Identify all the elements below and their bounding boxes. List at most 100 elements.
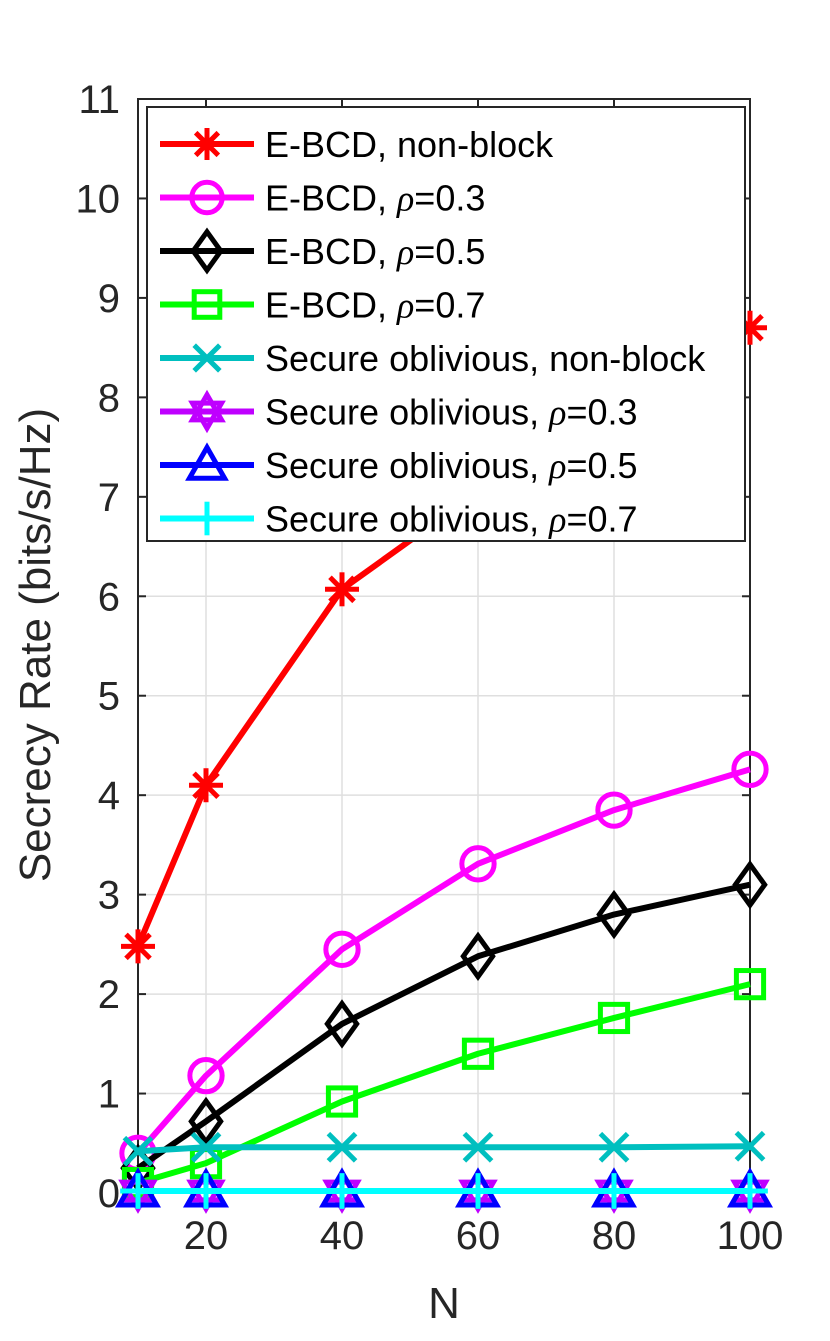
marker-plus — [190, 501, 224, 536]
data-point — [324, 1173, 360, 1209]
series-2 — [119, 750, 769, 1172]
y-tick-label: 10 — [76, 177, 121, 221]
marker-x — [192, 343, 222, 373]
tick-labels: 20 40 60 80 100 0 1 2 3 4 5 6 7 8 9 10 11 — [76, 78, 784, 1258]
legend-label-param: =0.5 — [566, 445, 637, 486]
data-point — [734, 1130, 766, 1162]
data-point — [595, 791, 633, 829]
series-8 — [120, 1173, 768, 1209]
legend-label-main: E-BCD, — [265, 285, 397, 326]
marker-x — [190, 1131, 222, 1163]
data-point — [598, 1131, 630, 1163]
marker-diamond — [732, 860, 768, 910]
legend-marker — [192, 343, 222, 373]
legend-label: Secure oblivious, ρ=0.3 — [265, 392, 638, 433]
legend-entry: Secure oblivious, ρ=0.3 — [160, 389, 638, 434]
legend-label: E-BCD, ρ=0.5 — [265, 231, 485, 272]
marker-x — [598, 1131, 630, 1163]
data-point — [597, 1001, 631, 1035]
y-tick-label: 0 — [98, 1172, 120, 1216]
marker-diamond — [324, 999, 360, 1049]
rho-symbol: ρ — [396, 232, 414, 272]
legend-marker — [189, 179, 225, 216]
data-point — [190, 1131, 222, 1163]
series-line — [137, 1143, 751, 1155]
y-tick-label: 5 — [98, 675, 120, 719]
legend-label-main: Secure oblivious, — [265, 392, 549, 433]
marker-stroke — [328, 575, 356, 604]
data-point — [325, 572, 359, 607]
y-tick-label: 7 — [98, 476, 120, 520]
legend-marker — [190, 501, 224, 536]
marker-asterisk — [191, 128, 223, 160]
data-point — [324, 999, 360, 1049]
marker-stroke — [734, 1130, 766, 1162]
data-point — [122, 1135, 154, 1167]
y-tick-label: 2 — [98, 973, 120, 1017]
data-point — [187, 1056, 225, 1095]
legend-entry: Secure oblivious, ρ=0.7 — [160, 499, 638, 540]
marker-stroke — [193, 130, 221, 158]
marker-plus — [732, 1173, 768, 1209]
legend-marker — [190, 227, 224, 275]
marker-circle — [459, 845, 497, 883]
data-point — [189, 768, 223, 803]
data-point — [732, 860, 768, 910]
legend-label-param: =0.7 — [414, 285, 485, 326]
marker-stroke — [190, 1131, 222, 1163]
data-point — [462, 1131, 494, 1163]
marker-x — [462, 1131, 494, 1163]
x-tick-label: 80 — [592, 1214, 637, 1258]
marker-stroke — [462, 1131, 494, 1163]
marker-diamond — [460, 931, 496, 981]
marker-stroke — [122, 1135, 154, 1167]
marker-plus — [596, 1173, 632, 1209]
legend-entry: E-BCD, ρ=0.7 — [160, 285, 485, 326]
y-tick-label: 4 — [98, 774, 120, 818]
x-tick-label: 60 — [456, 1214, 501, 1258]
legend-entry: Secure oblivious, ρ=0.5 — [160, 442, 638, 486]
legend-label-main: Secure oblivious, — [265, 445, 549, 486]
legend-label: E-BCD, ρ=0.7 — [265, 285, 485, 326]
marker-asterisk — [121, 929, 155, 964]
data-point — [733, 968, 767, 1001]
marker-plus — [188, 1173, 224, 1209]
marker-circle — [595, 791, 633, 829]
legend-label-param: =0.3 — [566, 392, 637, 433]
legend-marker — [185, 442, 229, 481]
marker-square — [733, 968, 767, 1001]
data-point — [596, 1173, 632, 1209]
marker-asterisk — [189, 768, 223, 803]
legend-label-main: E-BCD, non-block — [265, 124, 554, 165]
marker-plus — [120, 1173, 156, 1209]
marker-diamond — [188, 1096, 224, 1147]
y-tick-label: 3 — [98, 874, 120, 918]
rho-symbol: ρ — [548, 446, 566, 486]
legend-entry: E-BCD, ρ=0.3 — [160, 178, 485, 219]
data-point — [461, 1037, 495, 1070]
marker-circle — [189, 179, 225, 216]
y-tick-label: 8 — [98, 376, 120, 420]
data-point — [459, 845, 497, 883]
legend-label-main: E-BCD, — [265, 178, 397, 219]
legend-label: Secure oblivious, non-block — [265, 338, 706, 379]
y-tick-label: 6 — [98, 575, 120, 619]
legend-label: Secure oblivious, ρ=0.5 — [265, 445, 638, 486]
marker-asterisk — [325, 572, 359, 607]
marker-x — [326, 1131, 358, 1163]
data-point — [120, 1173, 156, 1209]
marker-circle — [323, 930, 361, 968]
marker-stroke — [192, 343, 222, 373]
data-point — [460, 1173, 496, 1209]
data-point — [326, 1131, 358, 1163]
legend-box — [146, 106, 746, 542]
marker-square — [461, 1037, 495, 1070]
data-point — [121, 929, 155, 964]
legend-entry: Secure oblivious, non-block — [160, 338, 706, 379]
legend-marker — [191, 128, 223, 160]
data-point — [188, 1173, 224, 1209]
marker-square — [325, 1085, 359, 1118]
x-tick-label: 100 — [717, 1214, 784, 1258]
marker-plus — [460, 1173, 496, 1209]
